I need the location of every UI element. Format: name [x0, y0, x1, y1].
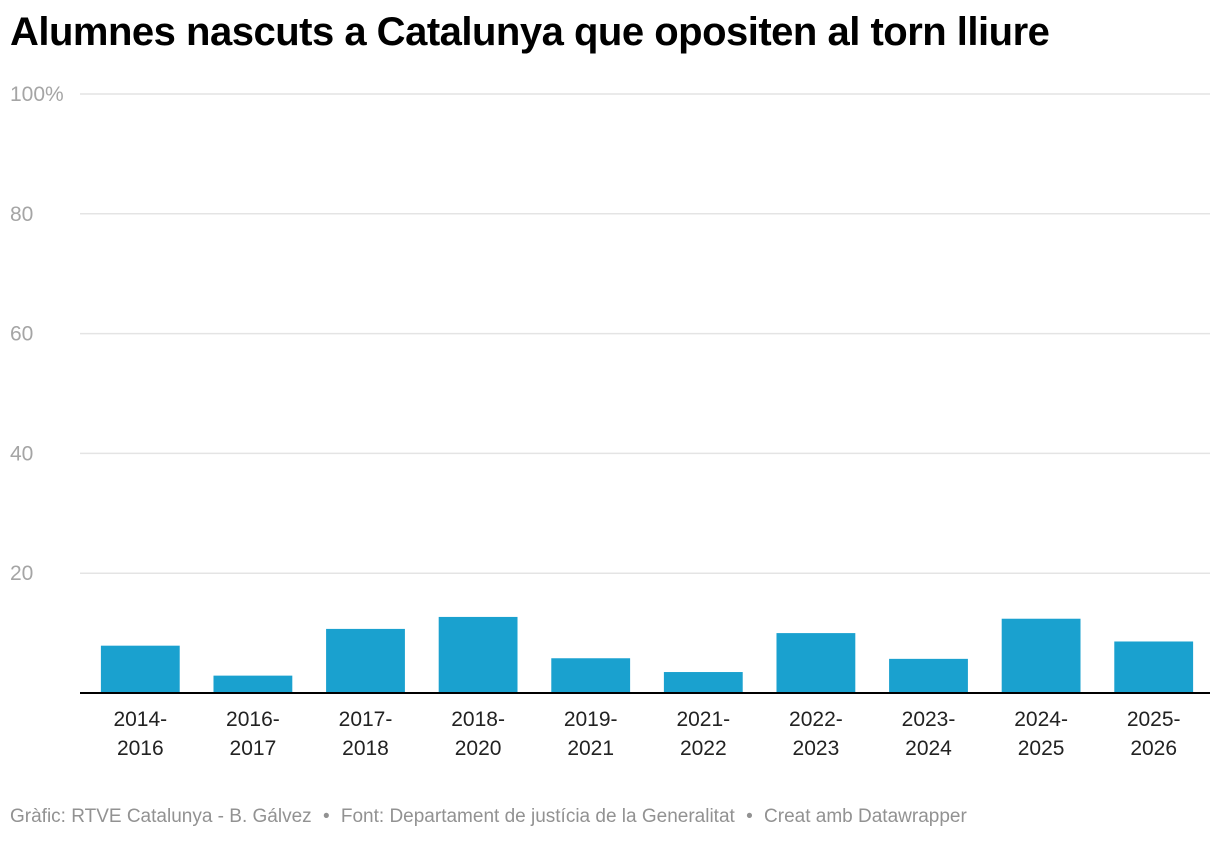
x-tick-label: 2022 — [680, 737, 727, 760]
x-tick-label: 2018 — [342, 737, 389, 760]
x-tick-label: 2017- — [339, 708, 393, 731]
gridlines — [80, 93, 1210, 574]
footer-source: Font: Departament de justícia de la Gene… — [340, 806, 735, 827]
bar — [1001, 618, 1081, 693]
footer-separator: • — [746, 806, 753, 827]
x-tick-label: 2023 — [793, 737, 840, 760]
x-tick-label: 2014- — [113, 708, 167, 731]
x-tick-label: 2016- — [226, 708, 280, 731]
y-tick-label: 20 — [10, 562, 33, 585]
x-tick-label: 2026 — [1130, 737, 1177, 760]
x-tick-label: 2016 — [117, 737, 164, 760]
x-axis-ticks: 2014- 2016 2016- 2017 2017- 2018 2018- 2020 2019… — [113, 708, 1180, 760]
x-tick-label: 2021 — [567, 737, 614, 760]
footer-separator: • — [322, 806, 330, 827]
bar — [213, 675, 293, 693]
bars — [100, 616, 1194, 693]
x-tick-label: 2020 — [455, 737, 502, 760]
bar — [1114, 641, 1194, 693]
footer-credit: Gràfic: RTVE Catalunya - B. Gálvez — [10, 806, 312, 827]
x-tick-label: 2019- — [564, 708, 618, 731]
x-tick-label: 2017 — [230, 737, 277, 760]
y-tick-label: 80 — [10, 203, 33, 226]
bar — [438, 616, 518, 693]
bar — [663, 672, 743, 693]
bar — [776, 633, 856, 693]
x-tick-label: 2018- — [451, 708, 505, 731]
x-tick-label: 2025- — [1127, 708, 1181, 731]
x-tick-label: 2024 — [905, 737, 952, 760]
x-tick-label: 2021- — [676, 708, 730, 731]
y-tick-label: 100% — [10, 83, 64, 106]
y-axis-ticks: 100% 80 60 40 20 — [10, 83, 64, 585]
y-tick-label: 60 — [10, 323, 33, 346]
bar — [551, 658, 631, 693]
x-tick-label: 2025 — [1018, 737, 1065, 760]
footer-tool: Creat amb Datawrapper — [764, 806, 967, 827]
bar — [326, 628, 405, 693]
x-tick-label: 2022- — [789, 708, 843, 731]
chart-title: Alumnes nascuts a Catalunya que opositen… — [10, 10, 1050, 54]
y-tick-label: 40 — [10, 442, 33, 465]
bar — [889, 658, 968, 693]
bar — [100, 645, 180, 693]
x-tick-label: 2024- — [1014, 708, 1068, 731]
footer: Gràfic: RTVE Catalunya - B. Gálvez • Fon… — [10, 806, 967, 828]
x-tick-label: 2023- — [902, 708, 956, 731]
